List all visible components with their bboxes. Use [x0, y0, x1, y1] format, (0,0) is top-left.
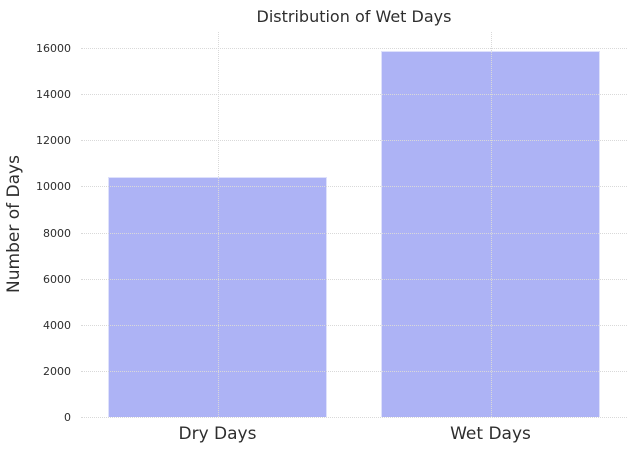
y-tick-label: 0 [64, 411, 71, 424]
h-gridline [81, 417, 627, 418]
chart-title: Distribution of Wet Days [256, 7, 452, 26]
h-gridline [81, 48, 627, 50]
bar-wet-days [381, 50, 600, 417]
y-tick-label: 16000 [36, 42, 71, 56]
y-tick-label: 14000 [36, 88, 71, 102]
y-tick-label: 12000 [36, 134, 71, 148]
x-tick-label: Dry Days [178, 424, 257, 444]
plot-area [81, 32, 627, 418]
y-tick-label: 2000 [43, 364, 71, 378]
bar-dry-days [108, 176, 327, 417]
y-tick-label: 6000 [43, 272, 71, 286]
x-tick-label: Wet Days [450, 424, 531, 444]
y-tick-label: 10000 [36, 180, 71, 194]
y-tick-label: 4000 [43, 318, 71, 332]
y-tick-label: 8000 [43, 226, 71, 240]
